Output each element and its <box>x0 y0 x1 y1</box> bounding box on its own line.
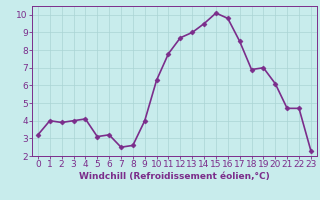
X-axis label: Windchill (Refroidissement éolien,°C): Windchill (Refroidissement éolien,°C) <box>79 172 270 181</box>
